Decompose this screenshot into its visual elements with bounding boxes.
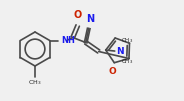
Text: CH$_3$: CH$_3$ <box>121 57 133 66</box>
Text: O: O <box>108 67 116 76</box>
Text: NH: NH <box>62 36 76 45</box>
Text: CH$_3$: CH$_3$ <box>121 36 133 45</box>
Text: N: N <box>116 47 123 56</box>
Text: O: O <box>74 11 82 21</box>
Text: CH$_3$: CH$_3$ <box>28 78 42 87</box>
Text: N: N <box>86 15 94 25</box>
